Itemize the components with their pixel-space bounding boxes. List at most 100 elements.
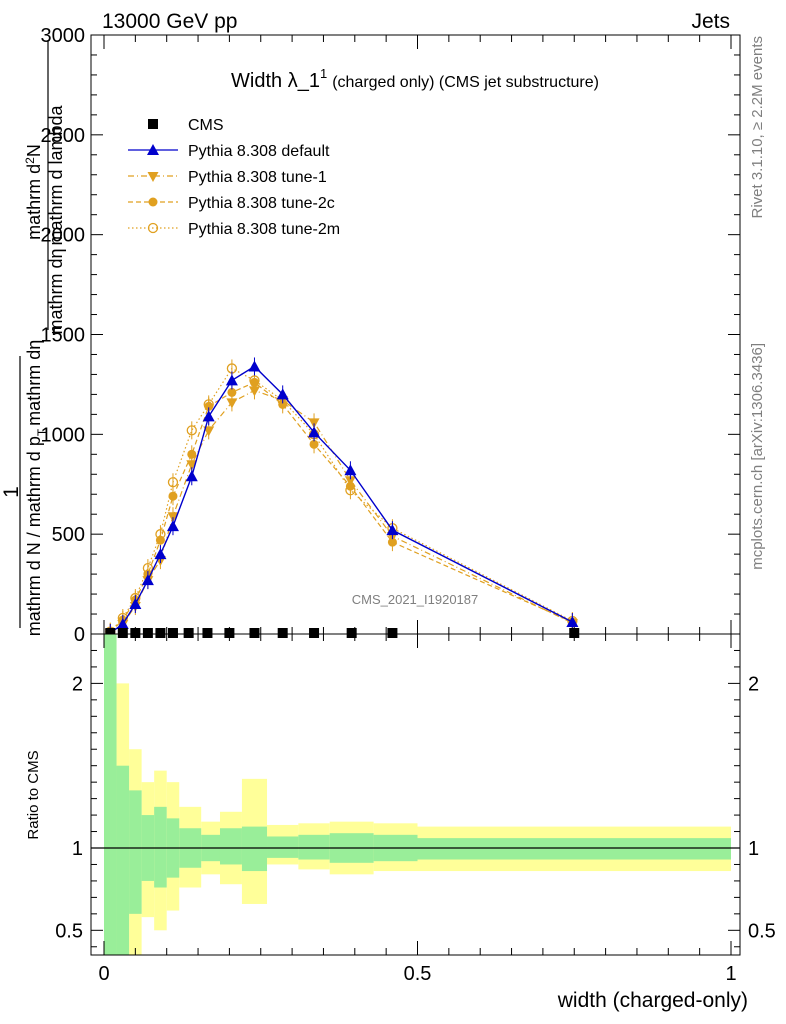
ylabel-prefix: 1 [0, 486, 23, 498]
data-point [155, 535, 165, 545]
ylabel-prefix-denominator: mathrm d N / mathrm d pTmathrm dη [24, 340, 49, 636]
cms-data-point [117, 628, 128, 638]
legend-marker [147, 172, 159, 182]
header-process-label: Jets [691, 10, 730, 33]
y-tick-label: 2500 [41, 125, 86, 147]
cms-data-point [183, 628, 194, 638]
ratio-axes: 0 0.5 1 0.5 0.5 1 1 2 2 [55, 634, 776, 985]
series-line [109, 367, 573, 633]
data-point [226, 398, 238, 409]
cms-data-point [105, 628, 116, 638]
data-point [204, 401, 214, 411]
mcplots-label: mcplots.cern.ch [arXiv:1306.3436] [749, 343, 766, 570]
ratio-inner-band [104, 634, 117, 955]
series-pythia-8-308-tune-1 [104, 381, 578, 643]
legend-entry: Pythia 8.308 default [128, 143, 330, 160]
data-point [186, 460, 198, 471]
cms-data-point [167, 628, 178, 638]
ratio-inner-band [267, 836, 299, 858]
data-point [386, 524, 399, 536]
data-point [248, 386, 260, 397]
y-tick-label: 3000 [41, 25, 86, 47]
ratio-panel: 0 0.5 1 0.5 0.5 1 1 2 2 Ratio to CMS width (char… [25, 633, 776, 1012]
y-tick-label: 1500 [41, 325, 86, 347]
analysis-watermark: CMS_2021_I1920187 [352, 592, 479, 607]
main-x-ticks [103, 35, 732, 634]
cms-data-point [202, 628, 213, 638]
data-point [344, 464, 357, 476]
data-point [167, 477, 179, 488]
ratio-inner-band [417, 838, 731, 860]
main-y-axis-label: 1 mathrm d N / mathrm d pTmathrm dη math… [0, 40, 66, 636]
ratio-inner-band [154, 806, 167, 888]
y-tick-label: 1000 [41, 424, 86, 446]
ratio-y-tick-label: 1 [72, 838, 83, 860]
ylabel-numerator: mathrm d2N [23, 144, 44, 240]
data-point [202, 410, 215, 422]
legend-label: Pythia 8.308 tune-2c [188, 195, 335, 212]
data-point [154, 548, 167, 560]
data-point [276, 388, 289, 400]
series-line [109, 389, 573, 634]
y-tick-label: 500 [52, 524, 85, 546]
legend-label: Pythia 8.308 tune-2m [188, 221, 340, 238]
x-tick-label: 0.5 [404, 963, 432, 985]
data-point [227, 387, 237, 397]
title-main: Width λ_1 [231, 70, 320, 92]
series-pythia-8-308-tune-2m [105, 359, 578, 641]
ratio-y-tick-label: 0.5 [55, 920, 83, 942]
data-point [203, 426, 215, 437]
ratio-plot-area [91, 634, 740, 955]
ratio-y-tick-label: 2 [72, 673, 83, 695]
legend-marker [148, 197, 158, 207]
data-point [185, 470, 198, 482]
data-point [141, 574, 154, 586]
ylabel-denominator: mathrm dηmathrm d lambda [46, 104, 66, 334]
legend-marker [147, 222, 159, 234]
main-y-axis: 0 500 1000 1500 2000 2500 3000 [41, 25, 740, 646]
cms-data-point [346, 628, 357, 638]
ratio-inner-band [129, 790, 142, 914]
ratio-inner-band [116, 765, 130, 955]
legend-label: Pythia 8.308 default [188, 143, 330, 160]
ratio-y-tick-label-right: 2 [748, 673, 759, 695]
cms-data-point [387, 628, 398, 638]
x-axis-label: width (charged-only) [557, 989, 748, 1012]
cms-data-point [277, 628, 288, 638]
data-point [248, 360, 261, 372]
data-point [308, 426, 321, 438]
ratio-inner-band [219, 828, 242, 865]
legend-marker [148, 119, 158, 129]
legend-entry: CMS [148, 117, 224, 134]
data-point [168, 491, 178, 501]
y-tick-label: 2000 [41, 225, 86, 247]
legend: CMS Pythia 8.308 default Pythia 8.308 tune… [128, 117, 340, 238]
y-tick-label: 0 [74, 624, 85, 646]
title-superscript: 1 [320, 66, 327, 81]
cms-data-point [142, 628, 153, 638]
rivet-version-label: Rivet 3.1.10, ≥ 2.2M events [749, 36, 766, 219]
legend-entry: Pythia 8.308 tune-2m [128, 221, 340, 238]
ratio-inner-band [298, 834, 330, 860]
x-tick-label: 1 [725, 963, 736, 985]
legend-entry: Pythia 8.308 tune-1 [128, 169, 327, 186]
legend-label: Pythia 8.308 tune-1 [188, 169, 327, 186]
ratio-y-tick-label-right: 0.5 [748, 920, 776, 942]
series-pythia-8-308-default [104, 357, 579, 643]
legend-label: CMS [188, 117, 224, 134]
data-point [566, 616, 579, 628]
series-line [109, 365, 573, 634]
main-title: Width λ_11 (charged only) (CMS jet substr… [231, 66, 599, 92]
ratio-y-tick-label-right: 1 [748, 838, 759, 860]
ratio-frame [90, 633, 741, 956]
data-point [225, 374, 238, 386]
data-point [187, 449, 197, 459]
data-point [166, 520, 179, 532]
header-energy-label: 13000 GeV pp [102, 10, 237, 33]
cms-data-point [309, 628, 320, 638]
title-subtitle: (charged only) (CMS jet substructure) [332, 74, 599, 91]
cms-data-point [155, 628, 166, 638]
data-point [309, 439, 319, 449]
